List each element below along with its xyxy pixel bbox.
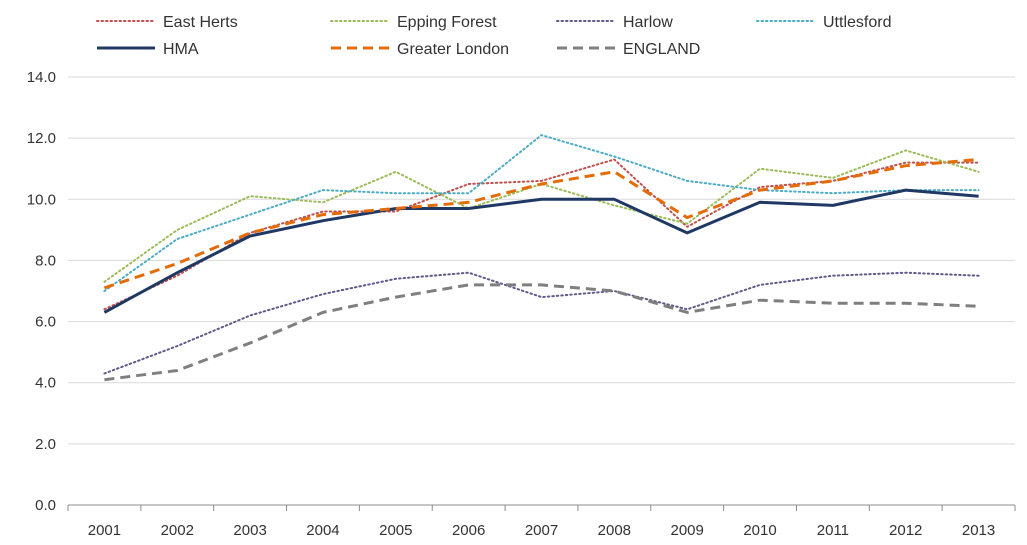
- series-line-uttlesford: [103, 134, 980, 292]
- y-tick-label: 12.0: [27, 130, 56, 147]
- series-line-harlow: [103, 271, 980, 375]
- y-tick-label: 0.0: [35, 497, 56, 514]
- legend-label: Epping Forest: [397, 14, 497, 31]
- legend-item: HMA: [97, 41, 199, 58]
- x-tick-label: 2008: [598, 522, 631, 539]
- series-line-hma: [103, 188, 979, 314]
- x-tick-label: 2010: [743, 522, 776, 539]
- y-tick-label: 14.0: [27, 69, 56, 86]
- legend-item: Greater London: [331, 41, 509, 58]
- x-tick-label: 2004: [306, 522, 339, 539]
- legend-item: ENGLAND: [557, 41, 700, 58]
- y-tick-label: 10.0: [27, 191, 56, 208]
- x-tick-label: 2007: [525, 522, 558, 539]
- x-tick-label: 2013: [962, 522, 995, 539]
- y-tick-label: 2.0: [35, 436, 56, 453]
- x-tick-label: 2001: [88, 522, 121, 539]
- legend-item: Uttlesford: [756, 14, 891, 31]
- axis-layer: 0.0 2.0 4.0 6.0 8.0 10.0 12.0 14.0 2001 2002 2003 2…: [27, 69, 1016, 539]
- x-tick-label: 2003: [233, 522, 266, 539]
- series-line-england: [104, 283, 979, 382]
- legend-label: HMA: [163, 41, 199, 58]
- legend-label: ENGLAND: [623, 41, 700, 58]
- legend-label: Greater London: [397, 41, 509, 58]
- legend-item: Epping Forest: [330, 14, 497, 31]
- y-tick-label: 6.0: [35, 314, 56, 331]
- series-layer: [103, 134, 980, 382]
- legend-label: Harlow: [623, 14, 673, 31]
- series-line-east-herts: [103, 158, 980, 311]
- x-tick-label: 2012: [889, 522, 922, 539]
- x-tick-label: 2002: [161, 522, 194, 539]
- grid-layer: [68, 76, 1015, 506]
- x-tick-label: 2006: [452, 522, 485, 539]
- legend: East Herts Epping Forest Harlow Uttlesford H…: [96, 14, 891, 58]
- series-line-epping-forest: [103, 149, 980, 283]
- y-tick-label: 4.0: [35, 375, 56, 392]
- legend-label: East Herts: [163, 14, 238, 31]
- legend-item: East Herts: [96, 14, 238, 31]
- legend-item: Harlow: [556, 14, 673, 31]
- legend-label: Uttlesford: [823, 14, 891, 31]
- y-tick-label: 8.0: [35, 252, 56, 269]
- x-tick-label: 2011: [817, 522, 849, 539]
- x-tick-label: 2005: [379, 522, 412, 539]
- series-line-greater-london: [103, 158, 979, 290]
- x-tick-label: 2009: [671, 522, 704, 539]
